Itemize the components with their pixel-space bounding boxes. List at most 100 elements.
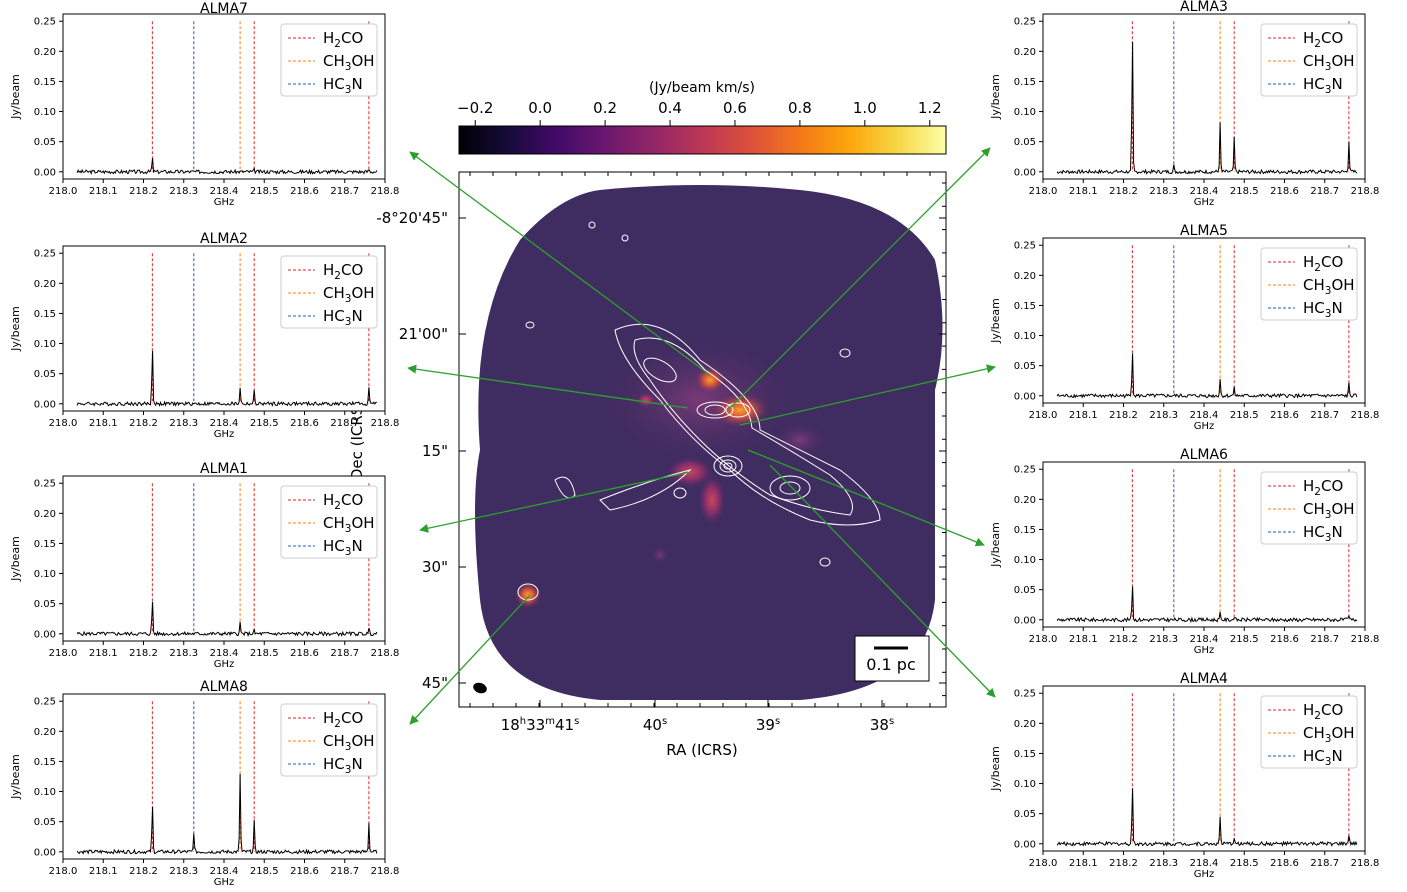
y-tick-label: 0.25 <box>1014 241 1036 252</box>
y-tick-label: 0.05 <box>34 599 56 610</box>
x-tick-label: 218.2 <box>1109 186 1138 197</box>
colorbar-tick-label: 1.2 <box>918 99 942 117</box>
colorbar: (Jy/beam km/s) −0.2 0.0 0.2 0.4 0.6 0.8 1.0 1.2 <box>457 80 947 155</box>
legend-label: HC3N <box>323 755 363 776</box>
x-tick-label: 218.7 <box>1310 634 1339 645</box>
map-x-tick-label: 39s <box>756 716 780 734</box>
y-tick-label: 0.05 <box>34 369 56 380</box>
spectrum-line <box>1056 788 1358 848</box>
colorbar-tick-label: 0.2 <box>593 99 617 117</box>
y-tick-label: 0.10 <box>34 339 56 350</box>
x-tick-label: 218.6 <box>290 186 319 197</box>
pointer-arrow <box>409 594 531 725</box>
x-tick-label: 218.1 <box>89 648 118 659</box>
x-tick-label: 218.5 <box>1230 186 1259 197</box>
x-axis-label: GHz <box>214 877 235 888</box>
legend-label: H2CO <box>1303 477 1343 498</box>
x-tick-label: 218.4 <box>210 648 239 659</box>
legend-label: CH3OH <box>1303 724 1355 745</box>
legend-box <box>280 485 378 559</box>
x-tick-label: 218.5 <box>250 866 279 877</box>
spectrum-panel-alma2: ALMA2 218.0 218.1 218.2 218.3 218.4 218.5 218.6… <box>9 231 399 440</box>
y-axis-label: Jy/beam <box>989 74 1002 120</box>
spectrum-panel-alma6: ALMA6 218.0 218.1 218.2 218.3 218.4 218.5 218.6… <box>989 447 1379 656</box>
panel-title: ALMA3 <box>1180 0 1228 15</box>
x-tick-label: 218.4 <box>1190 858 1219 869</box>
x-tick-label: 218.2 <box>1109 634 1138 645</box>
colorbar-tick-label: 0.6 <box>723 99 747 117</box>
x-tick-label: 218.3 <box>1149 634 1178 645</box>
y-tick-label: 0.25 <box>34 17 56 28</box>
emission-peak-south <box>698 474 726 526</box>
legend-label: H2CO <box>323 709 363 730</box>
legend-label: HC3N <box>323 537 363 558</box>
y-tick-label: 0.20 <box>34 279 56 290</box>
y-tick-label: 0.20 <box>1014 47 1036 58</box>
emission-faint <box>650 545 670 565</box>
y-tick-label: 0.00 <box>34 847 56 858</box>
y-tick-label: 0.00 <box>1014 615 1036 626</box>
scalebar-box <box>854 635 930 682</box>
spectrum-panel-alma3: ALMA3 218.0 218.1 218.2 218.3 218.4 218.5 218.6… <box>989 0 1379 208</box>
spectrum-panel-alma5: ALMA5 218.0 218.1 218.2 218.3 218.4 218.5 218.6… <box>989 223 1379 432</box>
x-tick-label: 218.3 <box>1149 410 1178 421</box>
x-tick-label: 218.1 <box>1069 186 1098 197</box>
map-y-tick-label: -8°20'45" <box>376 209 448 227</box>
x-tick-label: 218.6 <box>1270 410 1299 421</box>
y-axis-label: Jy/beam <box>989 746 1002 792</box>
map-y-tick-label: 30" <box>422 558 448 576</box>
y-tick-label: 0.20 <box>34 727 56 738</box>
y-tick-label: 0.05 <box>1014 809 1036 820</box>
y-tick-label: 0.25 <box>1014 689 1036 700</box>
x-axis-label: GHz <box>1194 645 1215 656</box>
y-tick-label: 0.15 <box>1014 749 1036 760</box>
x-tick-label: 218.6 <box>290 418 319 429</box>
legend-box <box>280 23 378 97</box>
y-tick-label: 0.20 <box>1014 719 1036 730</box>
legend-label: HC3N <box>323 307 363 328</box>
map-image <box>473 185 943 700</box>
x-tick-label: 218.8 <box>1351 186 1380 197</box>
spectrum-panel-alma1: ALMA1 218.0 218.1 218.2 218.3 218.4 218.5 218.6… <box>9 461 399 670</box>
x-tick-label: 218.0 <box>1029 186 1058 197</box>
x-tick-label: 218.6 <box>1270 634 1299 645</box>
x-tick-label: 218.7 <box>1310 410 1339 421</box>
map-y-tick-label: 21'00" <box>399 325 448 343</box>
x-tick-label: 218.0 <box>1029 858 1058 869</box>
colorbar-tick-label: 0.0 <box>528 99 552 117</box>
colorbar-tick-label: 1.0 <box>853 99 877 117</box>
legend-label: H2CO <box>1303 253 1343 274</box>
pointer-arrow <box>409 151 711 376</box>
x-tick-label: 218.2 <box>129 866 158 877</box>
pointer-arrow <box>407 364 689 409</box>
legend-box <box>1260 247 1358 321</box>
panel-title: ALMA7 <box>200 1 248 17</box>
pointer-arrows <box>407 147 996 725</box>
map-y-tick-label: 45" <box>422 674 448 692</box>
x-tick-label: 218.4 <box>1190 634 1219 645</box>
legend-label: H2CO <box>1303 29 1343 50</box>
x-tick-label: 218.7 <box>330 866 359 877</box>
x-tick-label: 218.6 <box>1270 186 1299 197</box>
y-tick-label: 0.05 <box>1014 361 1036 372</box>
legend-box <box>1260 695 1358 769</box>
panel-title: ALMA5 <box>1180 223 1228 239</box>
map-ylabel: Dec (ICRS) <box>348 400 366 480</box>
legend-label: CH3OH <box>1303 276 1355 297</box>
y-tick-label: 0.00 <box>1014 391 1036 402</box>
spectrum-line <box>1056 353 1358 399</box>
spectrum-line <box>76 773 378 855</box>
y-tick-label: 0.15 <box>34 757 56 768</box>
legend-box <box>280 703 378 777</box>
x-axis-label: GHz <box>1194 869 1215 880</box>
legend-label: H2CO <box>323 261 363 282</box>
x-tick-label: 218.3 <box>1149 186 1178 197</box>
pointer-arrow <box>747 449 985 547</box>
x-tick-label: 218.1 <box>1069 858 1098 869</box>
